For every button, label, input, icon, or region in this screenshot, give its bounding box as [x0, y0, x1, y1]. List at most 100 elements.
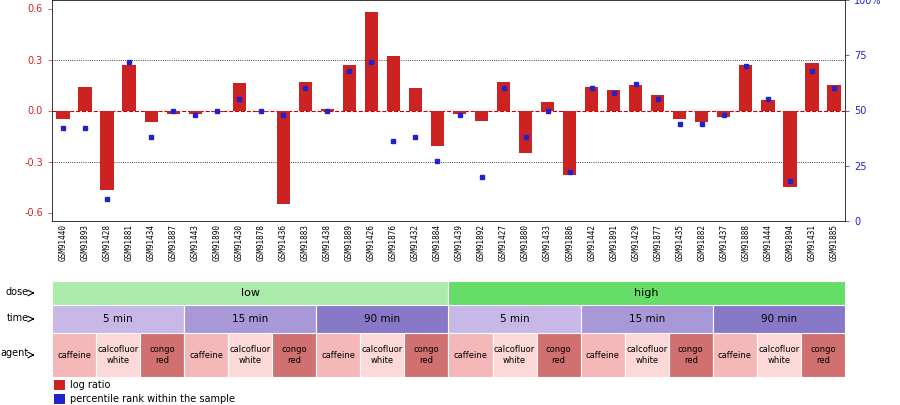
Text: GSM91429: GSM91429: [631, 224, 640, 261]
Bar: [806, 63, 819, 111]
Bar: [652, 95, 664, 111]
Bar: [695, 111, 708, 122]
Bar: [166, 111, 180, 114]
Bar: [189, 111, 202, 114]
Text: caffeine: caffeine: [321, 350, 356, 360]
Bar: [827, 85, 841, 111]
Text: GSM91440: GSM91440: [58, 224, 68, 261]
Bar: [276, 111, 290, 204]
Bar: [140, 333, 184, 377]
Text: GSM91438: GSM91438: [323, 224, 332, 261]
Bar: [717, 111, 731, 117]
Text: GSM91426: GSM91426: [367, 224, 376, 261]
Bar: [387, 56, 400, 111]
Bar: [536, 333, 580, 377]
Bar: [673, 111, 687, 119]
Text: calcofluor
white: calcofluor white: [362, 345, 403, 364]
Bar: [316, 333, 360, 377]
Text: 15 min: 15 min: [628, 314, 665, 324]
Text: 90 min: 90 min: [364, 314, 400, 324]
Text: low: low: [240, 288, 260, 298]
Text: GSM91435: GSM91435: [675, 224, 684, 261]
Bar: [96, 333, 140, 377]
Text: GSM91877: GSM91877: [653, 224, 662, 261]
Bar: [184, 305, 316, 333]
Bar: [541, 102, 554, 111]
Bar: [57, 111, 69, 119]
Text: calcofluor
white: calcofluor white: [494, 345, 536, 364]
Bar: [229, 333, 273, 377]
Bar: [52, 281, 448, 305]
Text: 15 min: 15 min: [232, 314, 268, 324]
Text: caffeine: caffeine: [57, 350, 91, 360]
Bar: [783, 111, 796, 187]
Text: percentile rank within the sample: percentile rank within the sample: [70, 394, 235, 404]
Text: congo
red: congo red: [810, 345, 836, 364]
Text: calcofluor
white: calcofluor white: [759, 345, 799, 364]
Text: congo
red: congo red: [282, 345, 307, 364]
Text: GSM91894: GSM91894: [786, 224, 795, 261]
Text: congo
red: congo red: [414, 345, 439, 364]
Text: GSM91888: GSM91888: [742, 224, 751, 261]
Bar: [448, 333, 492, 377]
Text: GSM91881: GSM91881: [124, 224, 133, 261]
Bar: [54, 394, 65, 404]
Text: GSM91886: GSM91886: [565, 224, 574, 261]
Bar: [739, 65, 752, 111]
Bar: [492, 333, 536, 377]
Text: GSM91443: GSM91443: [191, 224, 200, 261]
Text: GSM91890: GSM91890: [212, 224, 221, 261]
Text: GSM91444: GSM91444: [763, 224, 772, 261]
Text: calcofluor
white: calcofluor white: [97, 345, 139, 364]
Text: GSM91436: GSM91436: [279, 224, 288, 261]
Bar: [585, 87, 598, 111]
Text: calcofluor
white: calcofluor white: [626, 345, 668, 364]
Text: time: time: [6, 313, 29, 323]
Text: GSM91442: GSM91442: [587, 224, 596, 261]
Text: GSM91428: GSM91428: [103, 224, 112, 261]
Text: GSM91882: GSM91882: [698, 224, 706, 261]
Bar: [145, 111, 158, 122]
Text: GSM91876: GSM91876: [389, 224, 398, 261]
Bar: [255, 111, 268, 112]
Bar: [757, 333, 801, 377]
Text: GSM91433: GSM91433: [543, 224, 552, 261]
Text: GSM91431: GSM91431: [807, 224, 816, 261]
Bar: [360, 333, 404, 377]
Text: dose: dose: [5, 287, 29, 297]
Bar: [669, 333, 713, 377]
Bar: [563, 111, 576, 175]
Text: congo
red: congo red: [678, 345, 704, 364]
Bar: [625, 333, 669, 377]
Bar: [273, 333, 316, 377]
Text: GSM91880: GSM91880: [521, 224, 530, 261]
Bar: [211, 111, 224, 112]
Text: GSM91884: GSM91884: [433, 224, 442, 261]
Bar: [475, 111, 488, 121]
Bar: [629, 85, 643, 111]
Bar: [409, 88, 422, 111]
Bar: [580, 305, 713, 333]
Bar: [78, 87, 92, 111]
Text: caffeine: caffeine: [454, 350, 488, 360]
Bar: [431, 111, 444, 146]
Text: 90 min: 90 min: [760, 314, 797, 324]
Text: GSM91430: GSM91430: [235, 224, 244, 261]
Text: congo
red: congo red: [545, 345, 572, 364]
Bar: [343, 65, 356, 111]
Bar: [52, 305, 184, 333]
Text: GSM91432: GSM91432: [411, 224, 420, 261]
Text: calcofluor
white: calcofluor white: [230, 345, 271, 364]
Bar: [316, 305, 448, 333]
Bar: [299, 81, 312, 111]
Text: GSM91891: GSM91891: [609, 224, 618, 261]
Text: GSM91878: GSM91878: [256, 224, 266, 261]
Bar: [404, 333, 448, 377]
Bar: [497, 81, 510, 111]
Bar: [801, 333, 845, 377]
Bar: [232, 83, 246, 111]
Text: high: high: [634, 288, 659, 298]
Bar: [519, 111, 532, 153]
Text: 5 min: 5 min: [104, 314, 133, 324]
Text: caffeine: caffeine: [718, 350, 752, 360]
